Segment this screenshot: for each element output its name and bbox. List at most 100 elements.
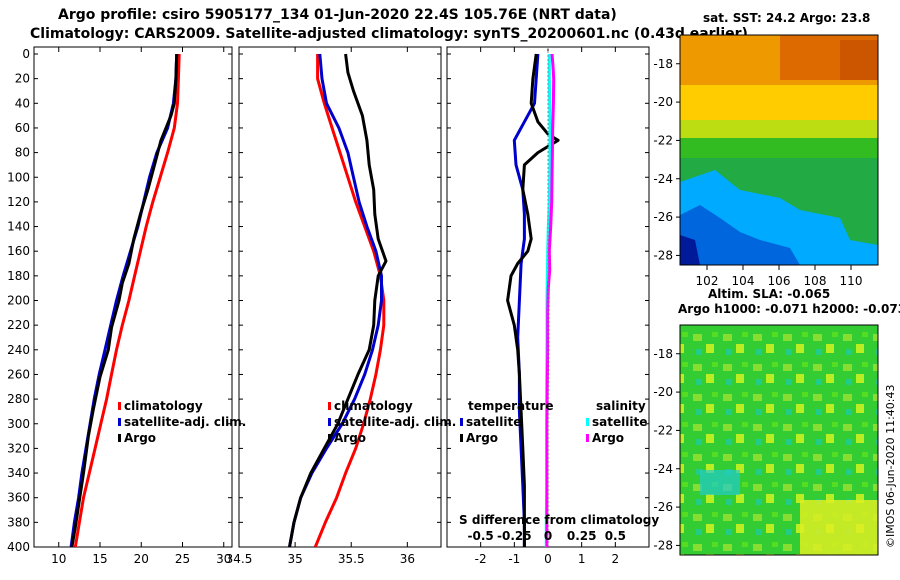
y-tick-label: 180 — [7, 269, 30, 283]
sst-colder-region — [680, 205, 800, 265]
y-tick-label: 280 — [7, 392, 30, 406]
x-tick-label: 36 — [400, 552, 415, 566]
legend-swatch-sal-satellite — [586, 418, 589, 426]
legend-swatch-satellite — [118, 418, 121, 426]
sst-warm-patch — [840, 40, 878, 80]
secondary-tick-label: 0 — [544, 529, 552, 543]
temperature-series — [69, 53, 181, 547]
y-tick-label: 160 — [7, 244, 30, 258]
map-x-tick-label: 110 — [840, 274, 863, 288]
legend-label-satellite: satellite-adj. clim. — [124, 415, 246, 429]
sst-coldest-region — [680, 235, 700, 265]
legend-swatch-temp-argo — [460, 434, 463, 442]
x-tick-label: 2 — [612, 552, 620, 566]
map-x-tick-label: 106 — [768, 274, 791, 288]
sla-map-title-1: Altim. SLA: -0.065 — [708, 287, 830, 301]
legend-label-argo: Argo — [124, 431, 156, 445]
legend-title-temperature: temperature — [468, 399, 553, 413]
sla-map — [679, 324, 879, 556]
sla-low-patch — [700, 470, 740, 495]
legend-label-temp-satellite: satellite — [466, 415, 521, 429]
x-tick-label: 35 — [287, 552, 302, 566]
y-tick-label: 340 — [7, 466, 30, 480]
legend-swatch-argo — [118, 434, 121, 442]
difference-axes: -2 -1 0 1 2 — [447, 47, 649, 566]
legend-swatch-climatology — [118, 402, 121, 410]
legend-label-sal-satellite: satellite — [592, 415, 647, 429]
legend-label-climatology: climatology — [124, 399, 203, 413]
x-tick-label: 20 — [134, 552, 149, 566]
y-tick-label: 320 — [7, 441, 30, 455]
profile-title: Argo profile: csiro 5905177_134 01-Jun-2… — [58, 7, 617, 23]
series-line — [69, 53, 179, 547]
y-tick-label: 220 — [7, 318, 30, 332]
secondary-axis-ticks: -0.5 -0.25 0 0.25 0.5 — [468, 529, 626, 543]
map-x-tick-label: 102 — [696, 274, 719, 288]
y-tick-label: 400 — [7, 540, 30, 554]
legend-label-satellite: satellite-adj. clim. — [334, 415, 456, 429]
x-tick-label: 1 — [578, 552, 586, 566]
map-x-tick-label: 108 — [804, 274, 827, 288]
sla-map-axes: -18 -20 -22 -24 -26 -28 — [653, 347, 680, 552]
y-tick-label: 0 — [22, 47, 30, 61]
y-tick-label: 60 — [15, 121, 30, 135]
map-y-tick-label: -26 — [653, 210, 673, 224]
y-tick-label: 80 — [15, 146, 30, 160]
y-tick-label: 100 — [7, 170, 30, 184]
y-tick-label: 200 — [7, 294, 30, 308]
y-tick-label: 240 — [7, 343, 30, 357]
sla-high-patch — [800, 500, 878, 555]
salinity-legend: climatology satellite-adj. clim. Argo — [328, 399, 456, 445]
map-y-tick-label: -22 — [653, 423, 673, 437]
legend-swatch-temp-satellite — [460, 418, 463, 426]
series-line — [70, 53, 179, 547]
temperature-panel-frame — [33, 46, 233, 548]
x-tick-label: 15 — [92, 552, 107, 566]
y-tick-label: 40 — [15, 96, 30, 110]
sla-map-frame — [679, 324, 879, 556]
map-y-tick-label: -24 — [653, 172, 673, 186]
secondary-tick-label: -0.5 — [468, 529, 494, 543]
secondary-tick-label: -0.25 — [497, 529, 532, 543]
legend-label-argo: Argo — [334, 431, 366, 445]
secondary-tick-label: 0.25 — [567, 529, 597, 543]
legend-swatch-argo — [328, 434, 331, 442]
map-y-tick-label: -28 — [653, 538, 673, 552]
y-tick-label: 140 — [7, 220, 30, 234]
sla-map-title-2: Argo h1000: -0.071 h2000: -0.073 — [678, 302, 900, 316]
temperature-legend: climatology satellite-adj. clim. Argo — [118, 399, 246, 445]
x-tick-label: 25 — [175, 552, 190, 566]
y-tick-label: 260 — [7, 367, 30, 381]
series-line — [545, 53, 556, 547]
difference-legend: temperature satellite Argo salinity sate… — [460, 399, 647, 445]
secondary-tick-label: 0.5 — [605, 529, 626, 543]
credit-text: ©IMOS 06-Jun-2020 11:40:43 — [884, 384, 897, 548]
map-y-tick-label: -18 — [653, 57, 673, 71]
x-tick-label: 30 — [216, 552, 231, 566]
x-tick-label: -1 — [508, 552, 520, 566]
map-y-tick-label: -18 — [653, 347, 673, 361]
legend-swatch-satellite — [328, 418, 331, 426]
legend-swatch-sal-argo — [586, 434, 589, 442]
legend-label-temp-argo: Argo — [466, 431, 498, 445]
secondary-axis-label: S difference from climatology — [459, 513, 659, 527]
map-y-tick-label: -26 — [653, 500, 673, 514]
climatology-title: Climatology: CARS2009. Satellite-adjuste… — [30, 26, 748, 42]
x-tick-label: 34.5 — [226, 552, 253, 566]
sst-map-axes: -18 -20 -22 -24 -26 -28 102 104 106 108 110 — [653, 57, 862, 288]
map-y-tick-label: -24 — [653, 462, 673, 476]
y-tick-label: 300 — [7, 417, 30, 431]
sst-map-title: sat. SST: 24.2 Argo: 23.8 — [703, 11, 870, 25]
series-line — [506, 53, 560, 547]
y-tick-label: 20 — [15, 72, 30, 86]
difference-series — [506, 53, 560, 547]
map-y-tick-label: -28 — [653, 248, 673, 262]
y-tick-label: 120 — [7, 195, 30, 209]
map-y-tick-label: -20 — [653, 385, 673, 399]
series-line — [313, 54, 386, 547]
series-line — [73, 53, 181, 547]
series-line — [288, 53, 388, 547]
salinity-series — [288, 53, 388, 547]
legend-label-climatology: climatology — [334, 399, 413, 413]
